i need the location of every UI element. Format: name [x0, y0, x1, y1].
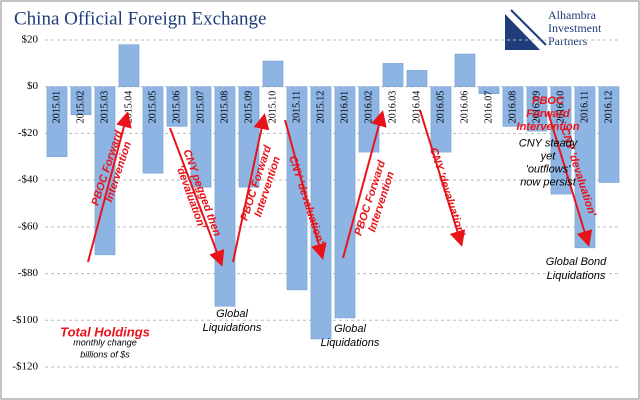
x-tick-label: 2016.12 [603, 91, 614, 124]
bar [598, 86, 620, 183]
x-tick-label: 2015.01 [51, 91, 62, 124]
x-tick-label: 2015.10 [267, 91, 278, 124]
x-tick-label: 2016.04 [411, 91, 422, 124]
y-tick-label: -$80 [18, 267, 39, 279]
annotation: Liquidations [321, 337, 380, 349]
annotation: billions of $s [80, 349, 130, 359]
annotation: CNY 'devaluation' [427, 146, 467, 238]
x-tick-label: 2015.09 [243, 91, 254, 124]
bar [526, 86, 548, 132]
x-tick-label: 2015.12 [315, 91, 326, 124]
x-tick-label: 2015.08 [219, 91, 230, 124]
annotation: CNY steady [519, 137, 579, 149]
x-tick-label: 2016.01 [339, 91, 350, 124]
bar [94, 86, 116, 256]
annotation: PBOC [532, 95, 565, 107]
bar [574, 86, 596, 249]
annotation: monthly change [73, 337, 137, 347]
annotation: Forward [526, 108, 570, 120]
bar [46, 86, 68, 158]
arrows [87, 109, 593, 267]
y-tick-label: -$100 [12, 314, 38, 326]
bar [550, 86, 572, 195]
annotation: Liquidations [547, 270, 606, 282]
annotation: Intervention [517, 121, 580, 133]
x-tick-label: 2016.11 [579, 91, 590, 123]
bar [430, 86, 452, 153]
x-tick-label: 2016.05 [435, 91, 446, 124]
bar [454, 53, 476, 87]
bar [190, 86, 212, 188]
x-tick-label: 2015.02 [75, 91, 86, 124]
bar [118, 44, 140, 87]
logo-text: Alhambra [548, 8, 597, 22]
y-tick-label: -$60 [18, 220, 39, 232]
y-tick-label: $20 [22, 34, 39, 46]
annotation: Total Holdings [60, 324, 150, 339]
x-tick-label: 2015.11 [291, 91, 302, 123]
annotation: Liquidations [203, 322, 262, 334]
annotation: now persist [520, 176, 577, 188]
chart-title: China Official Foreign Exchange [14, 8, 266, 29]
bar [478, 86, 500, 94]
y-tick-label: -$120 [12, 361, 38, 373]
x-tick-label: 2016.06 [459, 91, 470, 124]
annotation: Global [216, 308, 248, 320]
bar [166, 86, 188, 127]
bar [334, 86, 356, 319]
x-tick-label: 2015.05 [147, 91, 158, 124]
x-tick-label: 2015.03 [99, 91, 110, 124]
logo-icon [505, 9, 547, 50]
x-tick-label: 2016.08 [507, 91, 518, 124]
y-tick-label: -$20 [18, 127, 39, 139]
y-tick-label: $0 [27, 80, 39, 92]
annotation: 'outflows' [526, 163, 571, 175]
annotation: yet [540, 150, 557, 162]
bar [382, 63, 404, 87]
bar [286, 86, 308, 291]
x-tick-label: 2016.10 [555, 91, 566, 124]
bar [502, 86, 524, 127]
y-tick-label: -$40 [18, 174, 39, 186]
logo-text: Partners [548, 34, 588, 48]
bar [142, 86, 164, 174]
bar [406, 70, 428, 87]
x-tick-label: 2016.03 [387, 91, 398, 124]
x-tick-label: 2016.02 [363, 91, 374, 124]
x-tick-label: 2015.06 [171, 91, 182, 124]
x-tick-label: 2016.07 [483, 91, 494, 124]
bar [70, 86, 92, 115]
bar [262, 60, 284, 87]
annotation: Global Bond [546, 256, 607, 268]
x-tick-label: 2015.04 [123, 91, 134, 124]
logo-text: Investment [548, 21, 602, 35]
annotation: Global [334, 323, 366, 335]
x-tick-label: 2016.09 [531, 91, 542, 124]
x-tick-label: 2015.07 [195, 91, 206, 124]
